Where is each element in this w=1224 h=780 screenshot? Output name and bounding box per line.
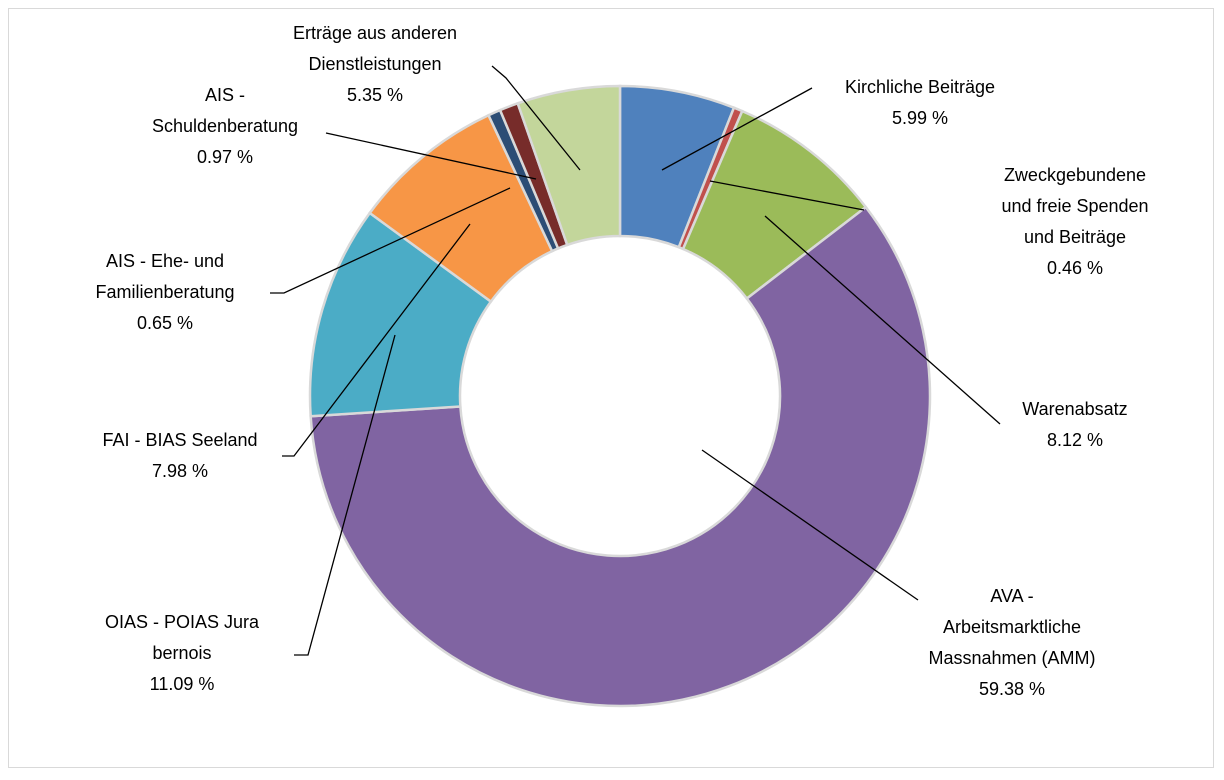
data-label: AIS - Ehe- und Familienberatung 0.65 % (85, 246, 245, 339)
category-label: AIS - Schuldenberatung (151, 85, 299, 136)
leader-line (709, 180, 865, 211)
value-label: 0.46 % (1046, 258, 1104, 278)
data-label: AIS - Schuldenberatung 0.97 % (145, 80, 305, 173)
data-label: Kirchliche Beiträge 5.99 % (820, 72, 1020, 134)
chart-frame (8, 8, 1214, 768)
data-label: FAI - BIAS Seeland 7.98 % (80, 425, 280, 487)
leader-line (661, 87, 813, 171)
value-label: 7.98 % (151, 461, 209, 481)
leader-line (282, 223, 471, 457)
leader-line (701, 449, 919, 601)
value-label: 0.97 % (196, 147, 254, 167)
data-label: AVA - Arbeitsmarktliche Massnahmen (AMM)… (922, 581, 1102, 705)
leader-line (764, 215, 1001, 425)
donut-segment (516, 84, 622, 247)
category-label: OIAS - POIAS Jura bernois (104, 612, 260, 663)
value-label: 5.35 % (346, 85, 404, 105)
data-label: Erträge aus anderen Dienstleistungen 5.35… (275, 18, 475, 111)
leader-line (491, 65, 581, 171)
category-label: FAI - BIAS Seeland (102, 430, 258, 450)
value-label: 5.99 % (891, 108, 949, 128)
donut-segment (309, 205, 932, 708)
category-label: Erträge aus anderen Dienstleistungen (292, 23, 458, 74)
data-label: OIAS - POIAS Jura bernois 11.09 % (92, 607, 272, 700)
category-label: AVA - Arbeitsmarktliche Massnahmen (AMM) (928, 586, 1096, 668)
value-label: 11.09 % (149, 674, 215, 694)
leader-line (325, 132, 537, 180)
category-label: Kirchliche Beiträge (844, 77, 996, 97)
category-label: Zweckgebundene und freie Spenden und Bei… (1001, 165, 1149, 247)
value-label: 59.38 % (978, 679, 1046, 699)
data-label: Warenabsatz 8.12 % (985, 394, 1165, 456)
value-label: 8.12 % (1046, 430, 1104, 450)
value-label: 0.65 % (136, 313, 194, 333)
category-label: AIS - Ehe- und Familienberatung (95, 251, 235, 302)
category-label: Warenabsatz (1022, 399, 1128, 419)
leader-line (270, 187, 511, 294)
leader-line (294, 334, 396, 656)
data-label: Zweckgebundene und freie Spenden und Bei… (990, 160, 1160, 284)
